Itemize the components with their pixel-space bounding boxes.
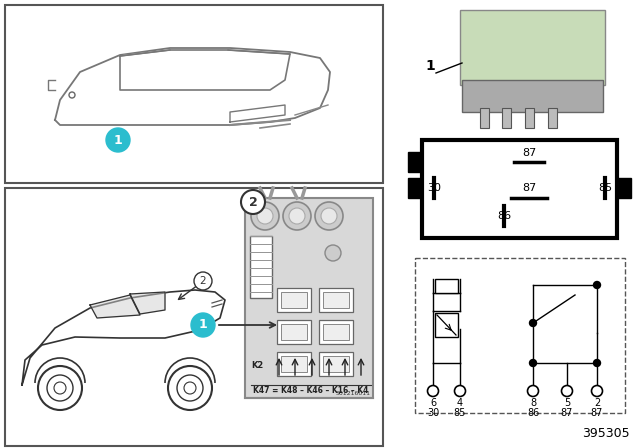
Circle shape <box>321 208 337 224</box>
Bar <box>408 152 422 172</box>
Circle shape <box>593 359 600 366</box>
Bar <box>319 352 353 376</box>
Circle shape <box>283 202 311 230</box>
Circle shape <box>325 245 341 261</box>
Bar <box>480 108 489 128</box>
Bar <box>460 10 605 85</box>
Bar <box>435 313 458 337</box>
Text: 1: 1 <box>425 59 435 73</box>
Bar <box>250 236 272 298</box>
Circle shape <box>241 190 265 214</box>
Text: 30: 30 <box>427 408 439 418</box>
Bar <box>525 108 534 128</box>
Bar <box>281 356 307 372</box>
Circle shape <box>561 385 573 396</box>
Text: 1: 1 <box>198 319 207 332</box>
Circle shape <box>69 92 75 98</box>
Circle shape <box>591 385 602 396</box>
Bar <box>281 324 307 340</box>
Bar <box>319 320 353 344</box>
Circle shape <box>529 319 536 327</box>
Bar <box>502 108 511 128</box>
Circle shape <box>593 281 600 289</box>
Text: 395305: 395305 <box>582 427 630 440</box>
Circle shape <box>527 385 538 396</box>
Circle shape <box>177 375 203 401</box>
Polygon shape <box>90 295 140 318</box>
Polygon shape <box>22 290 225 385</box>
Circle shape <box>251 202 279 230</box>
Text: 85: 85 <box>598 183 612 193</box>
Circle shape <box>47 375 73 401</box>
Bar <box>245 198 373 398</box>
Bar <box>435 279 458 293</box>
Bar <box>323 324 349 340</box>
Circle shape <box>191 313 215 337</box>
Text: 2: 2 <box>248 195 257 208</box>
Bar <box>277 288 311 312</box>
Text: S01216011: S01216011 <box>336 391 371 396</box>
Text: 87: 87 <box>591 408 603 418</box>
Circle shape <box>168 366 212 410</box>
Circle shape <box>184 382 196 394</box>
Bar <box>5 5 383 183</box>
Text: 2: 2 <box>200 276 206 286</box>
Text: 87: 87 <box>561 408 573 418</box>
Text: 85: 85 <box>454 408 466 418</box>
Bar <box>617 178 631 198</box>
Text: 30: 30 <box>427 183 441 193</box>
Text: 1: 1 <box>114 134 122 146</box>
Polygon shape <box>120 50 290 90</box>
Bar <box>462 80 603 112</box>
Bar <box>415 258 625 413</box>
Bar <box>548 108 557 128</box>
Bar <box>281 292 307 308</box>
Bar <box>277 320 311 344</box>
Circle shape <box>428 385 438 396</box>
Bar <box>319 288 353 312</box>
Polygon shape <box>130 292 165 314</box>
Circle shape <box>289 208 305 224</box>
Bar <box>277 352 311 376</box>
Bar <box>5 188 383 446</box>
Text: 8: 8 <box>530 398 536 408</box>
Circle shape <box>54 382 66 394</box>
Circle shape <box>257 208 273 224</box>
Text: 87: 87 <box>522 148 536 158</box>
Text: 86: 86 <box>527 408 539 418</box>
Text: 4: 4 <box>457 398 463 408</box>
Text: 87: 87 <box>522 183 536 193</box>
Text: 2: 2 <box>594 398 600 408</box>
Text: 86: 86 <box>497 211 511 221</box>
Polygon shape <box>55 48 330 125</box>
Circle shape <box>194 272 212 290</box>
Bar <box>323 356 349 372</box>
Bar <box>323 292 349 308</box>
Circle shape <box>454 385 465 396</box>
Circle shape <box>315 202 343 230</box>
Bar <box>408 178 422 198</box>
Circle shape <box>38 366 82 410</box>
Circle shape <box>106 128 130 152</box>
Text: 6: 6 <box>430 398 436 408</box>
Text: K2: K2 <box>251 361 263 370</box>
Bar <box>422 140 617 238</box>
Text: 5: 5 <box>564 398 570 408</box>
Circle shape <box>529 359 536 366</box>
Text: K47 = K48 – K46 – K16 – K4: K47 = K48 – K46 – K16 – K4 <box>253 386 369 395</box>
